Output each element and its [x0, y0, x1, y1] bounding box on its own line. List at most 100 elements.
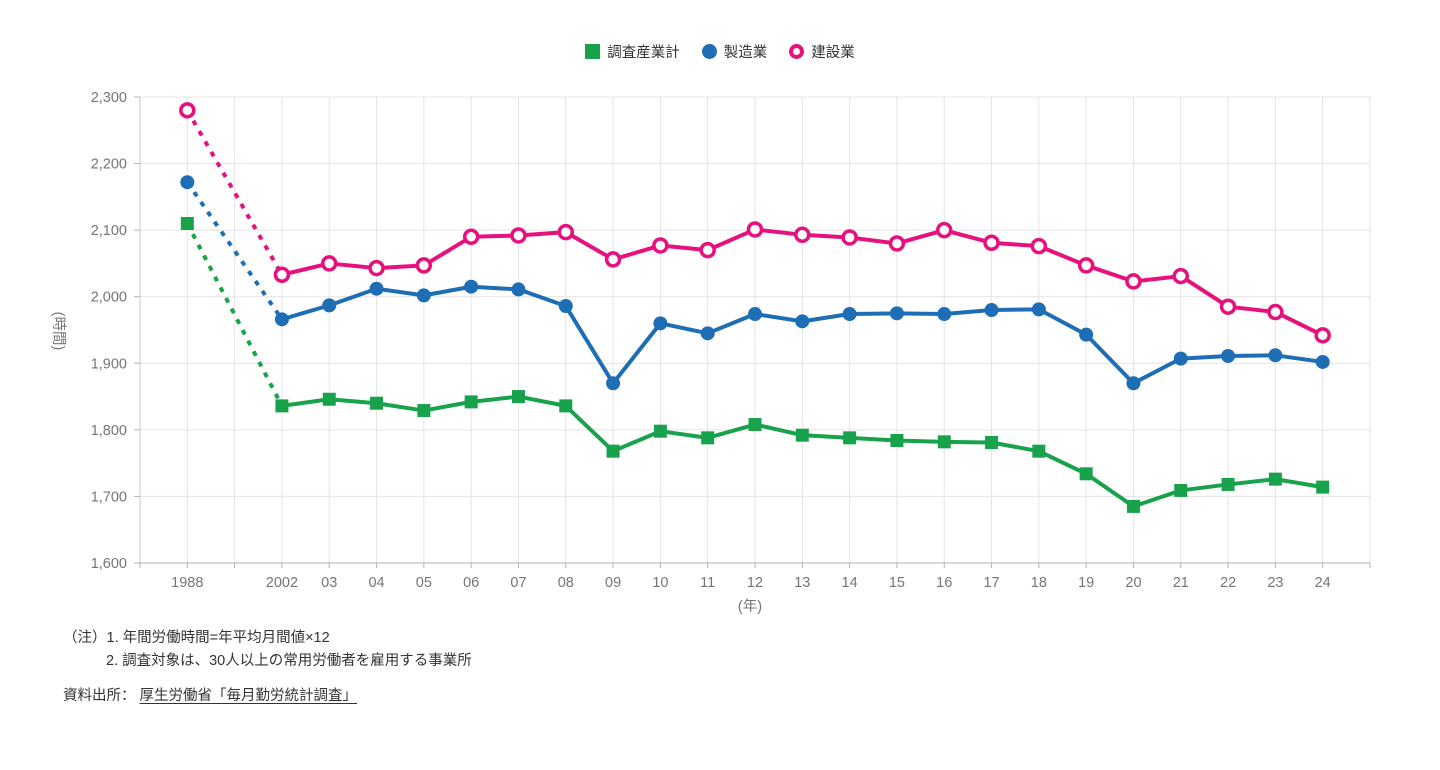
source-line: 資料出所： 厚生労働省「毎月勤労統計調査」: [63, 684, 357, 705]
series-1-point-4: [416, 288, 431, 303]
series-1-point-19: [1126, 376, 1141, 391]
y-tick-label: 1,700: [91, 489, 127, 505]
x-tick-label: 13: [794, 575, 810, 591]
series-2-point-16: [983, 234, 1000, 252]
series-0-point-20: [1174, 483, 1188, 497]
series-2-point-8: [604, 251, 622, 268]
x-tick-label: 16: [936, 575, 952, 591]
series-1-point-13: [842, 307, 857, 322]
x-tick-label: 15: [889, 575, 905, 591]
series-0-dashed-line: [185, 222, 284, 407]
x-tick-label: 04: [368, 575, 384, 591]
series-2-point-4: [415, 257, 433, 274]
series-0-point-21: [1221, 477, 1235, 491]
series-0-point-7: [559, 399, 573, 413]
series-1-point-3: [369, 281, 384, 296]
x-tick-label: 1988: [171, 575, 203, 591]
legend-item-label: 調査産業計: [607, 45, 680, 61]
legend-item-label: 建設業: [811, 45, 855, 61]
x-tick-label: 22: [1220, 575, 1236, 591]
series-0-point-8: [606, 444, 620, 458]
series-2-point-13: [841, 229, 858, 246]
series-1-point-7: [558, 299, 573, 314]
series-0-point-11: [748, 418, 762, 432]
series-0-point-12: [795, 428, 809, 442]
series-2-point-9: [652, 237, 669, 254]
x-tick-label: 14: [842, 575, 858, 591]
legend-item-2: 建設業: [789, 41, 855, 62]
series-0-point-10: [701, 431, 715, 445]
series-1-dashed-line: [185, 181, 284, 321]
series-1-point-18: [1079, 327, 1094, 342]
series-2-point-10: [699, 241, 716, 259]
x-tick-label: 05: [416, 575, 432, 591]
x-tick-label: 06: [463, 575, 479, 591]
legend-marker-ring-icon: [789, 44, 805, 59]
series-0-point-2: [322, 392, 336, 406]
series-1-point-21: [1221, 348, 1236, 363]
series-2-point-17: [1030, 237, 1048, 255]
series-2-point-14: [888, 235, 906, 252]
series-1: [180, 175, 1330, 391]
x-tick-label: 20: [1125, 575, 1141, 591]
x-tick-label: 10: [652, 575, 668, 591]
y-tick-label: 2,200: [91, 157, 127, 173]
series-1-point-20: [1173, 351, 1188, 366]
legend-item-label: 製造業: [723, 45, 768, 61]
series-1-point-14: [889, 306, 904, 321]
series-0-point-1: [275, 399, 289, 413]
series-0-point-17: [1032, 444, 1046, 458]
series-1-point-16: [984, 303, 999, 318]
y-tick-label: 1,900: [91, 356, 127, 372]
series-2-point-3: [368, 259, 385, 277]
series-2-point-15: [935, 221, 953, 239]
series-2-point-6: [510, 227, 527, 244]
series-2-point-18: [1077, 257, 1095, 274]
x-tick-label: 2002: [266, 575, 298, 591]
series-2-point-22: [1267, 303, 1284, 321]
series-0-point-19: [1126, 499, 1140, 513]
series-1-point-0: [180, 175, 195, 190]
series-1-point-15: [937, 307, 952, 322]
chart-legend: 調査産業計 製造業 建設業: [0, 41, 1440, 62]
source-link[interactable]: 厚生労働省「毎月勤労統計調査」: [139, 688, 358, 704]
line-chart: 1,600 1,700 1,800 1,900 2,000 2,100 2,200 2,300…: [50, 90, 1371, 615]
series-1-point-22: [1268, 348, 1283, 363]
series-1-point-11: [748, 307, 762, 322]
legend-item-1: 製造業: [701, 41, 768, 62]
x-tick-label: 08: [558, 575, 574, 591]
axis-labels: 1,600 1,700 1,800 1,900 2,000 2,100 2,200 2,300…: [50, 90, 1331, 615]
series-0-point-15: [937, 435, 951, 449]
series-1-point-8: [606, 376, 621, 391]
series-0-point-6: [511, 390, 525, 404]
series-0-point-9: [653, 424, 667, 438]
series-0-point-5: [464, 395, 478, 409]
series-2-point-1: [273, 266, 291, 283]
series-2-point-0: [179, 102, 196, 119]
y-axis-title: (時間): [50, 312, 67, 351]
chart-notes: （注） 1. 年間労働時間=年平均月間値×12 2. 調査対象は、30人以上の常…: [63, 627, 472, 673]
note-label: （注）: [63, 630, 107, 646]
series-0-point-13: [843, 431, 857, 445]
series-2-point-5: [462, 228, 480, 246]
series-2: [179, 102, 1331, 344]
x-tick-label: 17: [983, 575, 999, 591]
note-text-2: 2. 調査対象は、30人以上の常用労働者を雇用する事業所: [106, 653, 472, 669]
y-tick-label: 1,600: [91, 556, 127, 572]
series-2-point-2: [320, 255, 338, 272]
x-tick-label: 18: [1031, 575, 1047, 591]
note-text-1: 1. 年間労働時間=年平均月間値×12: [106, 630, 330, 646]
series-0: [180, 216, 1330, 513]
note-line-2: 2. 調査対象は、30人以上の常用労働者を雇用する事業所: [106, 650, 472, 673]
series-0-point-18: [1079, 467, 1093, 481]
series-0-point-14: [890, 434, 904, 448]
x-axis-title: (年): [738, 598, 762, 615]
series-0-point-3: [370, 396, 384, 410]
x-tick-label: 24: [1315, 575, 1331, 591]
series-1-point-5: [464, 279, 479, 294]
legend-item-0: 調査産業計: [585, 41, 680, 62]
legend-marker-square-icon: [585, 44, 601, 59]
series-1-point-2: [322, 298, 337, 313]
legend-marker-circle-icon: [701, 44, 717, 59]
x-tick-label: 23: [1267, 575, 1283, 591]
